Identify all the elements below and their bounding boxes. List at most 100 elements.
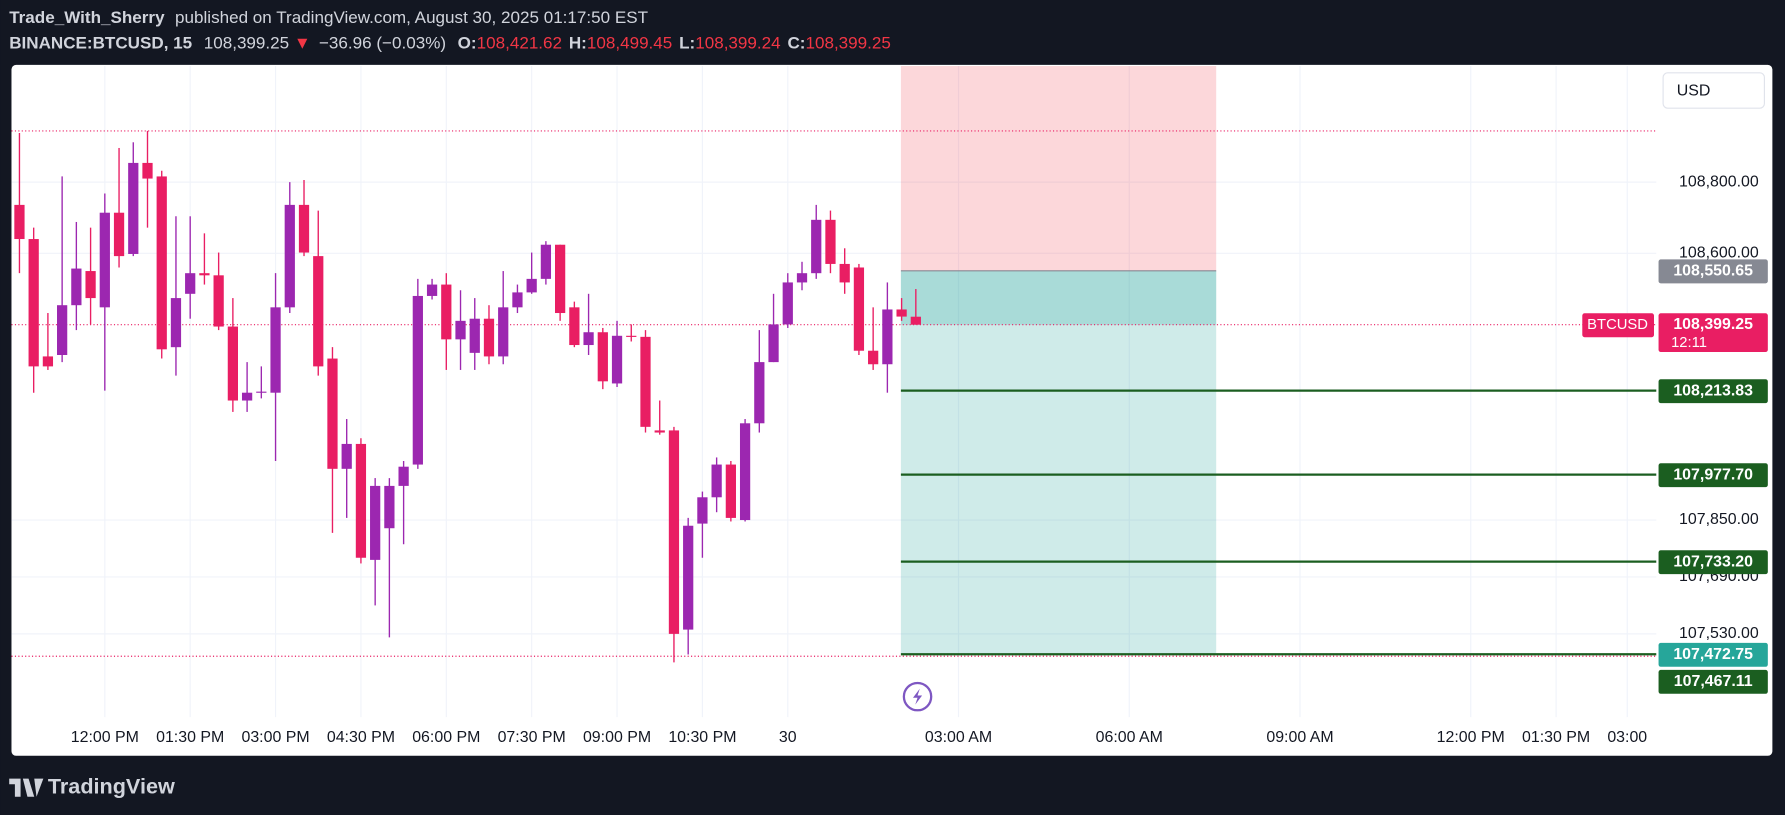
- candle-body: [256, 391, 267, 393]
- candle-body: [57, 305, 68, 355]
- last-price-label: 108,399.25: [1673, 316, 1753, 333]
- candle-body: [512, 292, 523, 308]
- ohlc-key: O:: [458, 33, 477, 52]
- ohlc-key: L:: [679, 33, 695, 52]
- published: published on TradingView.com, August 30,…: [175, 8, 649, 27]
- candle-body: [683, 525, 694, 630]
- logo-mark: [9, 778, 44, 797]
- candle-body: [654, 430, 665, 433]
- y-tick-label: 108,800.00: [1679, 173, 1759, 190]
- ohlc-value: 108,399.24: [695, 33, 780, 52]
- candle-body: [739, 423, 751, 521]
- target-label: 107,733.20: [1673, 553, 1753, 570]
- candle-body: [583, 332, 594, 346]
- ohlc-key: H:: [569, 33, 587, 52]
- candle-body: [313, 256, 324, 367]
- candle-body: [611, 335, 623, 384]
- candle-body: [113, 212, 125, 257]
- candle-body: [839, 263, 850, 283]
- countdown: 12:11: [1671, 335, 1707, 351]
- candle-body: [910, 316, 921, 325]
- candle-body: [853, 267, 865, 351]
- x-tick-label: 04:30 PM: [327, 729, 395, 746]
- entry-label: 108,550.65: [1673, 263, 1753, 280]
- ohlc-value: 108,399.25: [805, 33, 890, 52]
- candle-body: [227, 326, 238, 401]
- x-tick-label: 03:00 AM: [925, 729, 992, 746]
- candle-body: [441, 284, 452, 340]
- header-line-2: BINANCE:BTCUSD, 15 108,399.25 ▼ −36.96 (…: [9, 33, 891, 52]
- candle-body: [355, 443, 367, 558]
- low-label: 107,467.11: [1674, 673, 1753, 690]
- candle-body: [99, 212, 110, 308]
- candle-body: [498, 307, 509, 357]
- candle-body: [597, 332, 608, 382]
- candle-body: [483, 318, 495, 357]
- candle-body: [782, 282, 793, 325]
- candle-body: [412, 295, 423, 465]
- lightning-icon: [902, 681, 933, 712]
- candle-body: [213, 275, 224, 327]
- candle-body: [14, 204, 25, 240]
- candle-body: [626, 335, 637, 337]
- candle-body: [71, 268, 82, 306]
- change: −36.96 (−0.03%): [319, 33, 446, 52]
- candle-body: [796, 273, 808, 283]
- candle-body: [170, 298, 182, 348]
- candle-body: [455, 320, 466, 340]
- x-tick-label: 10:30 PM: [668, 729, 736, 746]
- candle-body: [555, 244, 566, 314]
- plot: 12:00 PM 01:30 PM 03:00 PM 04:30 PM 06:00 PM…: [11, 66, 1768, 746]
- x-tick-label: 09:00 AM: [1266, 729, 1333, 746]
- ohlc-key: C:: [787, 33, 805, 52]
- ohlc-value: 108,499.45: [587, 33, 672, 52]
- target-tag: [1658, 463, 1768, 488]
- candle-body: [697, 497, 708, 524]
- candle-body: [185, 273, 196, 294]
- symbol: BINANCE:BTCUSD, 15: [9, 33, 192, 52]
- candle-body: [668, 430, 680, 634]
- candle-body: [640, 336, 651, 427]
- candle-body: [398, 466, 409, 486]
- x-tick-label: 30: [779, 729, 797, 746]
- currency-button[interactable]: [1662, 72, 1765, 109]
- candle-body: [142, 162, 153, 179]
- target-label: 108,213.83: [1673, 382, 1753, 399]
- candle-body: [768, 324, 779, 363]
- author: Trade_With_Sherry: [9, 8, 165, 27]
- x-tick-label: 09:00 PM: [583, 729, 651, 746]
- candle-body: [725, 464, 736, 518]
- target-tag: [1658, 550, 1768, 575]
- brand: TradingView: [48, 773, 175, 798]
- candle-body: [896, 309, 907, 317]
- currency[interactable]: USD: [1677, 82, 1711, 99]
- x-tick-label: 01:30 PM: [156, 729, 224, 746]
- x-tick-label: 03:00 PM: [241, 729, 309, 746]
- icon-bolt: [912, 688, 923, 705]
- y-tick-label: 107,850.00: [1679, 511, 1759, 528]
- profit-zone: [900, 270, 1217, 655]
- symbol-tag: [1582, 313, 1655, 338]
- y-tick-label: 107,530.00: [1679, 625, 1759, 642]
- candle-body: [298, 204, 310, 253]
- last-price-tag: [1658, 313, 1768, 352]
- last-price: 108,399.25: [204, 33, 289, 52]
- entry-tag: [1658, 259, 1768, 284]
- candle-body: [284, 204, 295, 308]
- x-tick-label: 03:00: [1607, 729, 1647, 746]
- chart-panel: [11, 64, 1773, 756]
- x-tick-label: 12:00 PM: [1437, 729, 1505, 746]
- stop-zone: [900, 66, 1217, 271]
- symbol-label: BTCUSD: [1587, 317, 1648, 333]
- x-tick-label: 06:00 PM: [412, 729, 480, 746]
- candle-body: [868, 350, 879, 365]
- candle-body: [754, 362, 765, 424]
- candle-body: [711, 464, 722, 498]
- candle-body: [569, 307, 580, 346]
- x-tick-label: 07:30 PM: [498, 729, 566, 746]
- icon-ring: [902, 681, 933, 712]
- candle-body: [156, 176, 167, 350]
- candle-body: [469, 318, 480, 353]
